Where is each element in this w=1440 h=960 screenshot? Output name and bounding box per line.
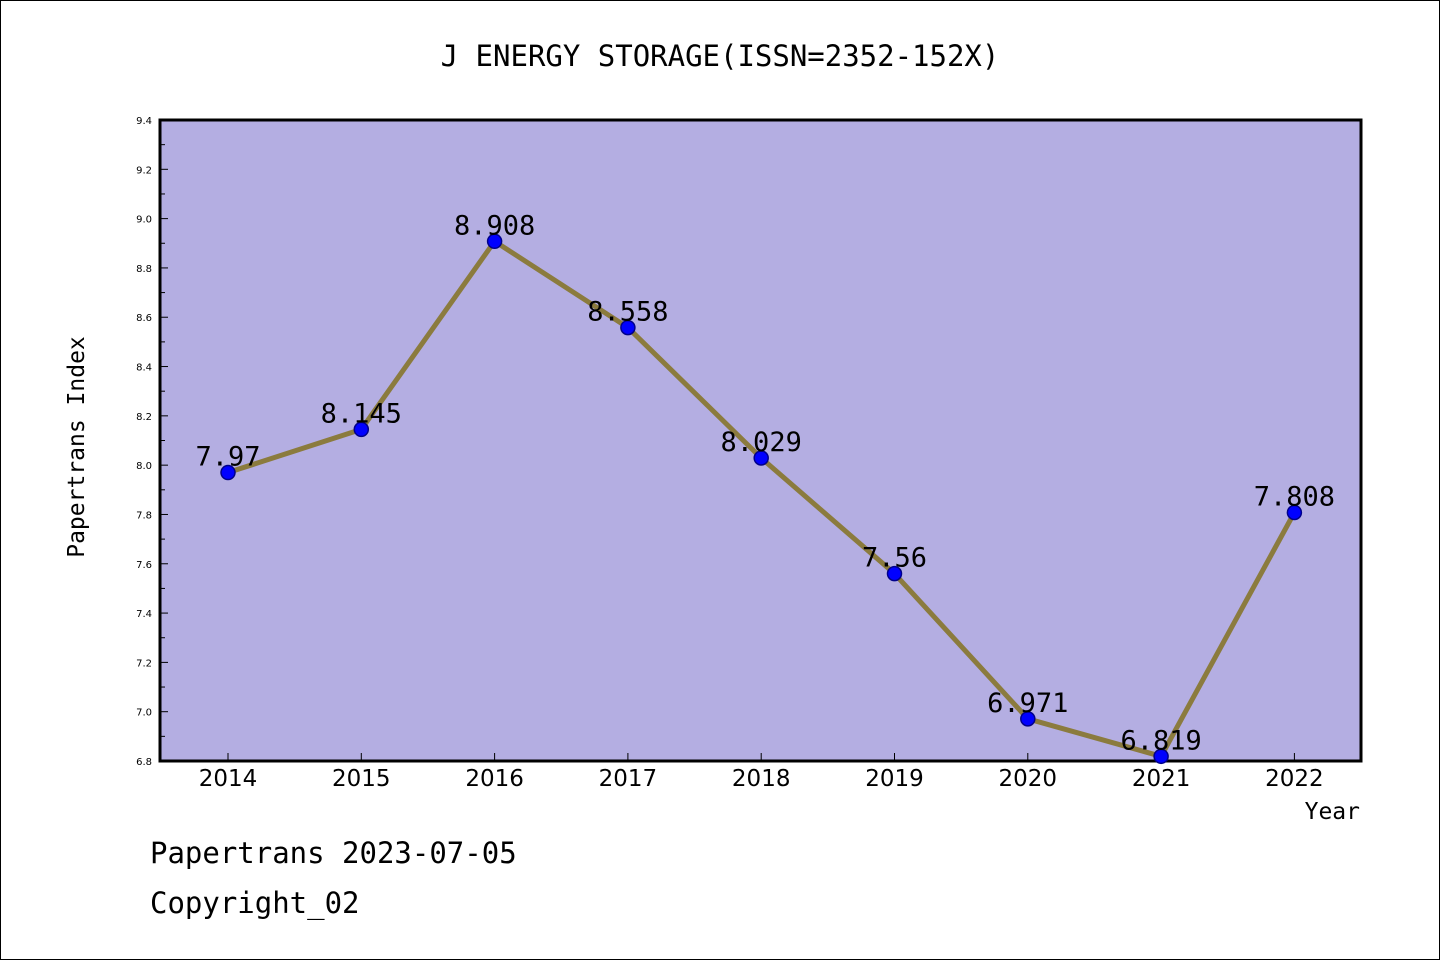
y-tick-label: 7.8 <box>136 510 152 521</box>
data-point <box>353 421 370 438</box>
y-tick-label: 9.0 <box>136 215 152 226</box>
data-point <box>1020 711 1036 727</box>
y-tick-label: 7.6 <box>136 560 152 571</box>
y-tick-label: 8.2 <box>136 412 152 423</box>
y-tick-label: 6.8 <box>136 757 152 768</box>
data-label: 7.97 <box>195 442 260 473</box>
x-axis-label: Year <box>1305 799 1360 825</box>
data-point <box>1153 748 1169 765</box>
series-layer <box>220 233 1303 765</box>
y-axis-label: Papertrans Index <box>64 336 90 558</box>
data-label: 8.145 <box>321 398 402 429</box>
y-tick-label: 7.2 <box>136 658 152 669</box>
y-tick-label: 8.8 <box>136 264 152 275</box>
y-tick-label: 8.6 <box>136 313 152 324</box>
x-tick-label: 2014 <box>199 766 258 792</box>
x-tick-label: 2021 <box>1132 766 1191 792</box>
y-tick-label: 9.4 <box>136 116 152 127</box>
x-tick-label: 2015 <box>332 766 391 792</box>
y-tick-label: 8.0 <box>136 461 152 472</box>
data-labels: 7.97 8.145 8.908 8.558 8.029 7.56 6.971 6.819 7.… <box>195 210 1335 756</box>
data-point <box>753 450 769 466</box>
x-tick-label: 2016 <box>465 766 524 792</box>
data-label: 8.029 <box>721 427 802 458</box>
x-tick-label: 2018 <box>732 766 791 792</box>
data-label: 6.971 <box>987 688 1068 719</box>
x-axis: 2014 2015 2016 2017 2018 2019 2020 2021 2022 <box>199 753 1324 792</box>
footer-date-line: Papertrans 2023-07-05 <box>150 836 517 870</box>
x-tick-label: 2017 <box>599 766 658 792</box>
chart-title: J ENERGY STORAGE(ISSN=2352-152X) <box>441 39 1000 73</box>
y-axis: 6.8 7.0 7.2 7.4 7.6 7.8 8.0 8.2 8.4 8.6 8.8 9.0 9.2 9… <box>136 116 168 768</box>
x-tick-label: 2020 <box>999 766 1058 792</box>
footer-copyright-line: Copyright_02 <box>150 886 360 921</box>
x-tick-label: 2019 <box>865 766 924 792</box>
plot-area <box>158 118 1363 763</box>
data-point <box>620 319 636 336</box>
data-point <box>220 464 236 481</box>
y-tick-label: 7.4 <box>136 609 152 620</box>
data-label: 6.819 <box>1120 725 1201 756</box>
y-tick-label: 8.4 <box>136 363 152 374</box>
data-label: 7.808 <box>1254 481 1335 512</box>
data-label: 7.56 <box>862 543 927 574</box>
y-tick-label: 9.2 <box>136 165 152 176</box>
data-point <box>886 565 903 582</box>
data-label: 8.558 <box>587 297 668 328</box>
data-point <box>1286 504 1303 521</box>
y-tick-label: 7.0 <box>136 708 152 719</box>
data-label: 8.908 <box>454 210 535 241</box>
data-point <box>486 233 503 250</box>
x-tick-label: 2022 <box>1265 766 1324 792</box>
